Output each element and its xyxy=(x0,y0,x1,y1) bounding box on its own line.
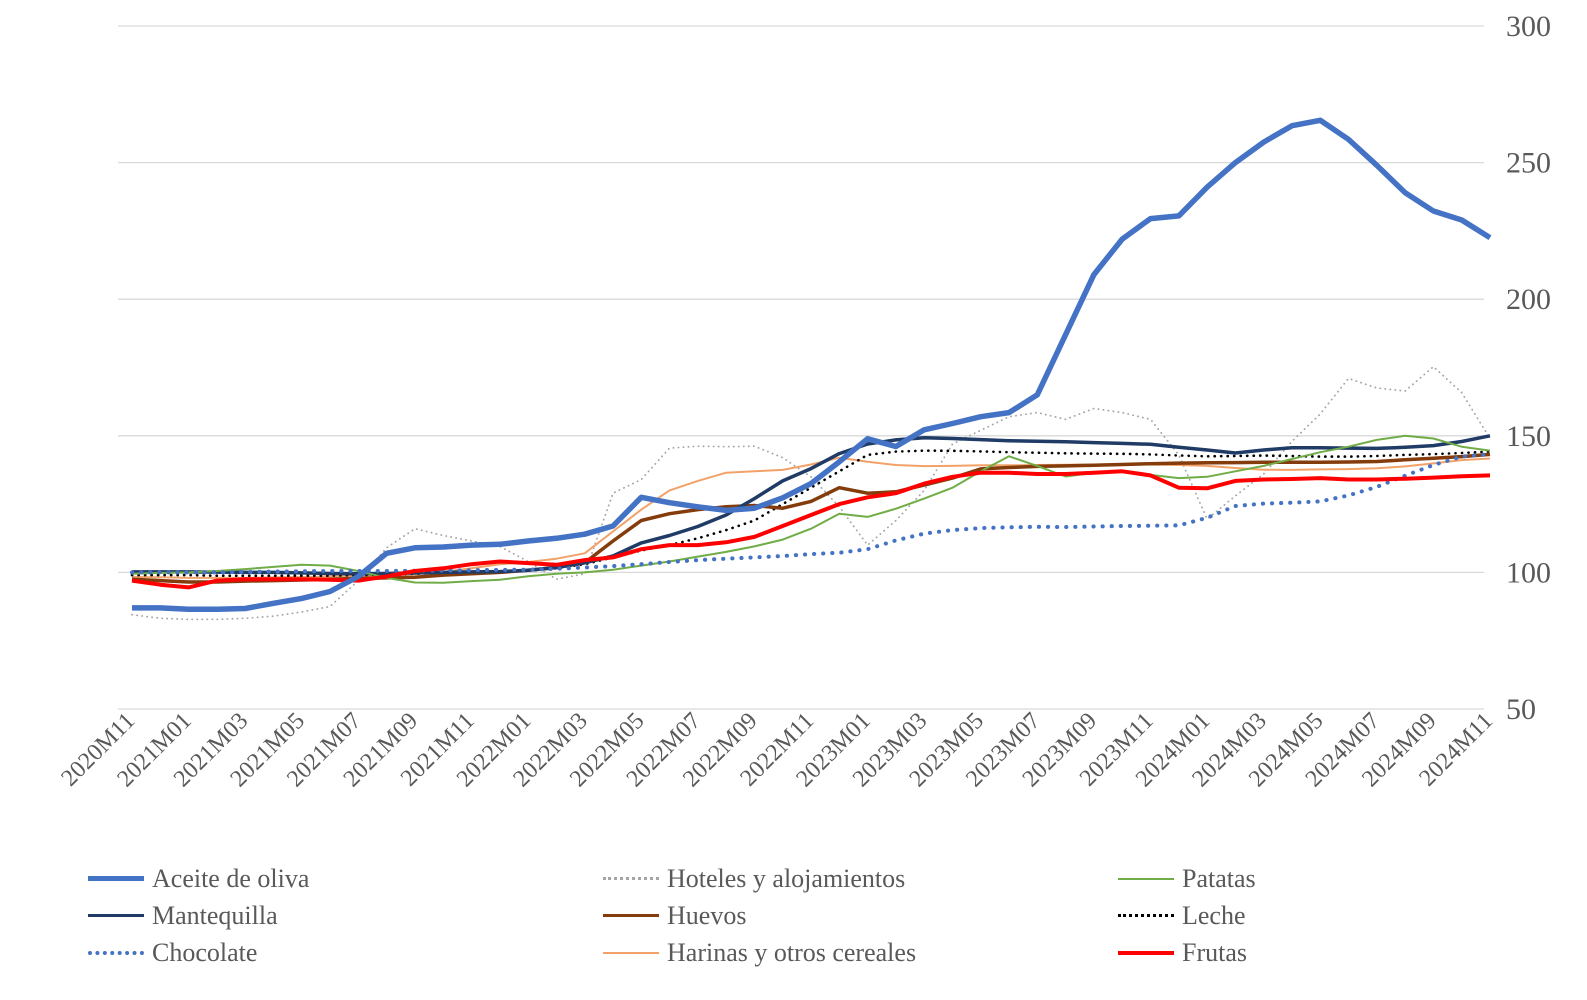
patatas-line-swatch xyxy=(1118,877,1174,880)
legend-label: Harinas y otros cereales xyxy=(667,937,917,967)
y-axis-tick-label: 200 xyxy=(1506,283,1551,316)
legend-column-2: Hoteles y alojamientos Huevos Harinas y … xyxy=(603,860,1118,971)
legend-label: Hoteles y alojamientos xyxy=(667,863,906,893)
legend-column-1: Aceite de oliva Mantequilla Chocolate xyxy=(88,860,603,971)
hoteles-line-swatch xyxy=(603,877,659,880)
series-line-aceite xyxy=(132,117,1492,613)
legend-item-frutas: Frutas xyxy=(1118,934,1548,971)
series-line-frutas xyxy=(131,469,1491,590)
y-axis-tick-label: 300 xyxy=(1506,10,1551,43)
legend-label: Leche xyxy=(1182,900,1246,930)
legend-label: Frutas xyxy=(1182,937,1247,967)
series-line-hoteles xyxy=(131,365,1491,621)
legend-item-aceite: Aceite de oliva xyxy=(88,860,603,897)
series-line-chocolate xyxy=(130,452,1492,575)
aceite-line-swatch xyxy=(88,876,144,881)
series-line-patatas xyxy=(131,434,1491,584)
y-axis-tick-label: 100 xyxy=(1506,556,1551,589)
frutas-line-swatch xyxy=(1118,950,1174,955)
legend-label: Aceite de oliva xyxy=(152,863,310,893)
legend-item-mantequilla: Mantequilla xyxy=(88,897,603,934)
legend-label: Patatas xyxy=(1182,863,1256,893)
legend-item-huevos: Huevos xyxy=(603,897,1118,934)
harinas-line-swatch xyxy=(603,951,659,954)
chart-legend: Aceite de oliva Mantequilla Chocolate Ho… xyxy=(0,860,1587,971)
y-axis-tick-label: 50 xyxy=(1506,693,1536,726)
legend-label: Chocolate xyxy=(152,937,258,967)
mantequilla-line-swatch xyxy=(88,914,144,917)
legend-item-patatas: Patatas xyxy=(1118,860,1548,897)
legend-label: Mantequilla xyxy=(152,900,278,930)
legend-item-harinas: Harinas y otros cereales xyxy=(603,934,1118,971)
legend-item-leche: Leche xyxy=(1118,897,1548,934)
leche-line-swatch xyxy=(1118,914,1174,917)
legend-item-chocolate: Chocolate xyxy=(88,934,603,971)
series-line-harinas xyxy=(131,456,1491,579)
huevos-line-swatch xyxy=(603,914,659,917)
legend-column-3: Patatas Leche Frutas xyxy=(1118,860,1548,971)
legend-label: Huevos xyxy=(667,900,747,930)
series-line-huevos xyxy=(131,452,1491,584)
y-axis-tick-label: 150 xyxy=(1506,420,1551,453)
chocolate-line-swatch xyxy=(88,950,144,955)
legend-item-hoteles: Hoteles y alojamientos xyxy=(603,860,1118,897)
y-axis-tick-label: 250 xyxy=(1506,147,1551,180)
